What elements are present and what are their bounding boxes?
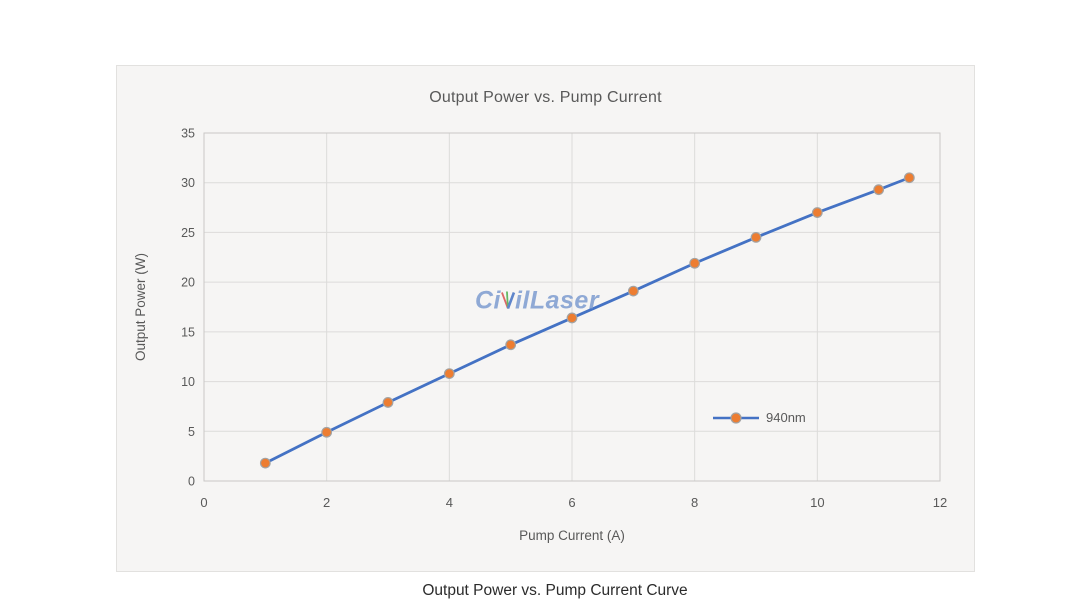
x-tick-label: 12 xyxy=(933,495,947,510)
y-tick-label: 10 xyxy=(181,375,195,389)
y-tick-label: 20 xyxy=(181,276,195,290)
chart-title: Output Power vs. Pump Current xyxy=(429,89,662,106)
x-tick-label: 10 xyxy=(810,495,824,510)
data-point xyxy=(750,231,762,243)
y-tick-label: 15 xyxy=(181,325,195,339)
chart-caption: Output Power vs. Pump Current Curve xyxy=(422,582,688,599)
y-tick-label: 35 xyxy=(181,127,195,141)
x-tick-label: 0 xyxy=(200,495,207,510)
chart-card: Output Power vs. Pump Current 0 5 10 15 20 25… xyxy=(116,65,975,572)
x-tick-label: 4 xyxy=(446,495,453,510)
y-tick-label: 5 xyxy=(188,425,195,439)
line-chart-plot: 0 5 10 15 20 25 30 35 0 2 4 6 8 10 12 Pump Current (A) O… xyxy=(133,127,947,544)
y-tick-label: 30 xyxy=(181,176,195,190)
data-point xyxy=(627,285,639,297)
data-point xyxy=(903,172,915,184)
data-point xyxy=(443,368,455,380)
data-point xyxy=(689,257,701,269)
x-tick-label: 2 xyxy=(323,495,330,510)
plot-border xyxy=(203,132,941,482)
data-point xyxy=(259,457,271,469)
series-line xyxy=(263,176,911,465)
x-tick-label: 6 xyxy=(568,495,575,510)
y-tick-label: 0 xyxy=(188,475,195,489)
x-axis-label: Pump Current (A) xyxy=(519,528,625,543)
x-tick-label: 8 xyxy=(691,495,698,510)
data-point xyxy=(811,207,823,218)
data-point xyxy=(321,426,333,438)
data-point xyxy=(382,397,394,408)
data-point xyxy=(873,184,885,196)
legend-label: 940nm xyxy=(766,410,806,425)
y-tick-label: 25 xyxy=(181,226,195,240)
data-point xyxy=(505,339,517,351)
data-point xyxy=(566,312,578,324)
legend: 940nm xyxy=(713,410,806,425)
y-axis-label: Output Power (W) xyxy=(133,253,148,361)
legend-series-marker-icon xyxy=(713,411,759,424)
